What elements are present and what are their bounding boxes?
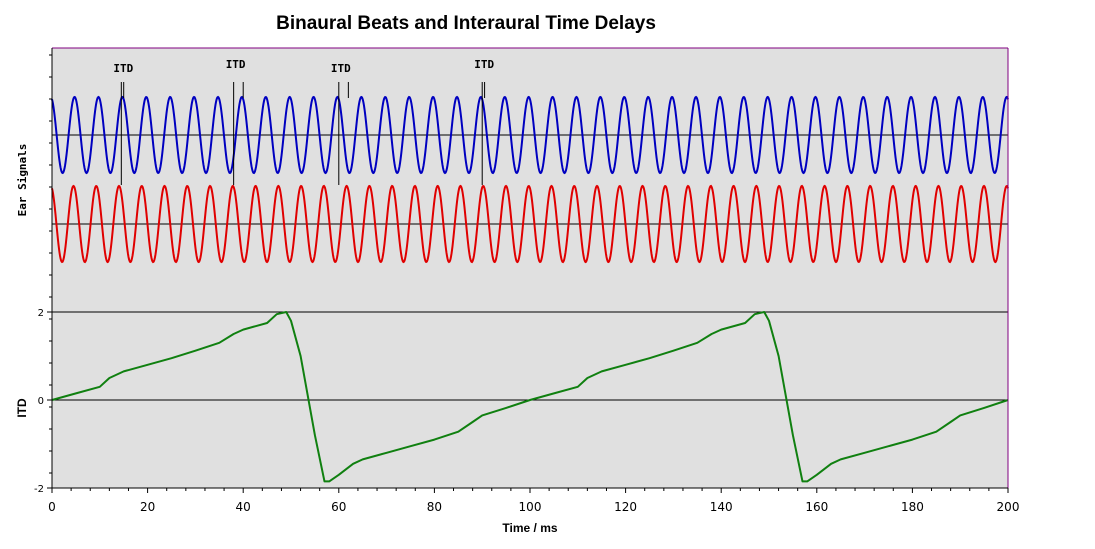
x-tick-label: 160 [805,500,828,514]
x-tick-label: 200 [997,500,1020,514]
itd-annotation-label: ITD [226,58,246,71]
x-tick-label: 20 [140,500,155,514]
x-tick-label: 100 [519,500,542,514]
x-tick-label: 120 [614,500,637,514]
x-tick-label: 140 [710,500,733,514]
itd-axis-label: ITD [15,398,29,418]
itd-annotation-label: ITD [113,62,133,75]
ear-signals-label: Ear Signals [16,144,29,217]
x-tick-label: 180 [901,500,924,514]
x-tick-label: 40 [236,500,251,514]
plot-area [52,48,1008,488]
y-tick-label: 2 [38,308,44,319]
itd-annotation-label: ITD [474,58,494,71]
itd-annotation-label: ITD [331,62,351,75]
y-tick-label: 0 [38,396,44,407]
right-ear-signal-line [51,184,1009,264]
y-tick-label: -2 [34,484,44,495]
left-ear-signal-line [51,95,1009,175]
chart-title: Binaural Beats and Interaural Time Delay… [276,13,656,34]
x-axis-label: Time / ms [502,521,557,535]
x-tick-label: 60 [331,500,346,514]
itd-curve-line [51,311,1009,483]
x-tick-label: 80 [427,500,442,514]
x-tick-label: 0 [48,500,56,514]
